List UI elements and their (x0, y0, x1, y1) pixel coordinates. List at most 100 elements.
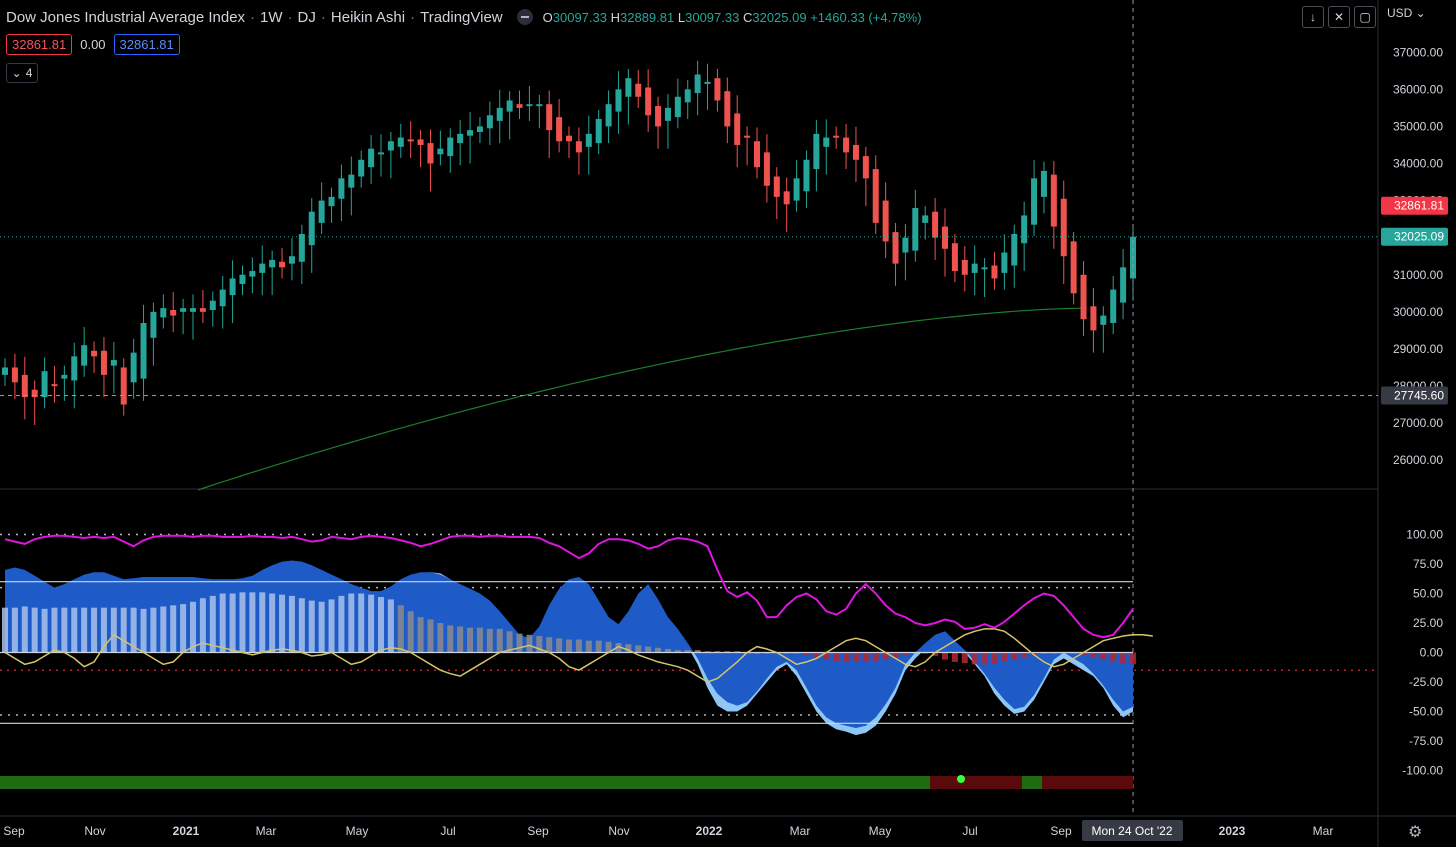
histogram-bar (328, 599, 335, 653)
histogram-bar (51, 607, 58, 653)
candle-body (655, 106, 662, 127)
candle-body (664, 107, 671, 121)
candle-body (467, 130, 474, 136)
gear-icon[interactable]: ⚙ (1408, 824, 1423, 841)
arrow-down-icon[interactable]: ↓ (1302, 6, 1324, 28)
candle-body (259, 263, 266, 273)
histogram-bar (427, 619, 434, 653)
pane-toolbar: ↓ ✕ ▢ (1302, 6, 1376, 28)
chevron-down-icon: ⌄ (11, 66, 22, 80)
x-tick-label: Sep (1050, 824, 1072, 838)
histogram-bar (971, 652, 978, 665)
candle-body (813, 133, 820, 170)
interval-label[interactable]: 1W (260, 8, 283, 26)
candle-body (229, 278, 236, 296)
y-tick-label: 35000.00 (1393, 119, 1443, 133)
candle-body (744, 135, 751, 138)
candle-body (506, 100, 513, 112)
candle-body (942, 226, 948, 249)
open-value: 30097.33 (552, 9, 607, 25)
candle-body (694, 74, 701, 94)
candle-body (961, 259, 968, 275)
candle-body (387, 141, 394, 151)
candle-body (81, 345, 88, 366)
state-bar-red (1042, 776, 1133, 789)
histogram-bar (674, 650, 681, 653)
candle-body (912, 208, 919, 251)
histogram-bar (209, 595, 216, 653)
indicators-toggle[interactable]: ⌄ 4 (6, 63, 38, 83)
sell-price-pill[interactable]: 32861.81 (6, 34, 73, 55)
histogram-bar (1090, 652, 1097, 658)
histogram-bar (249, 592, 256, 653)
histogram-bar (1001, 652, 1008, 662)
histogram-bar (437, 623, 444, 653)
candle-body (852, 144, 859, 160)
candle-body (11, 367, 18, 383)
candle-body (1100, 315, 1107, 325)
candle-body (100, 350, 107, 375)
candle-body (833, 135, 840, 138)
x-tick-label: 2023 (1219, 824, 1246, 838)
chart-style-label: Heikin Ashi (330, 8, 406, 26)
x-tick-label: Mar (1313, 824, 1334, 838)
indicator-count: 4 (25, 66, 33, 80)
histogram-bar (575, 639, 582, 653)
y-tick-label: 27000.00 (1393, 416, 1443, 430)
y-tick-label: 36000.00 (1393, 82, 1443, 96)
histogram-bar (199, 598, 206, 653)
histogram-bar (358, 593, 365, 653)
candle-body (328, 196, 335, 207)
histogram-bar (31, 607, 38, 653)
candle-body (427, 143, 434, 164)
candle-body (1110, 289, 1117, 323)
candle-body (160, 308, 167, 318)
osc-y-tick-label: -25.00 (1409, 675, 1443, 689)
spread-value: 0.00 (80, 37, 106, 52)
candle-body (595, 119, 602, 144)
collapse-icon[interactable]: ✕ (1328, 6, 1350, 28)
histogram-bar (190, 601, 196, 653)
candle-body (358, 159, 365, 177)
histogram-bar (476, 627, 483, 653)
prior-high-price-tag: 32861.81 (1394, 199, 1444, 213)
histogram-bar (100, 607, 107, 653)
candle-body (110, 360, 117, 366)
histogram-bar (130, 607, 137, 653)
histogram-bar (595, 640, 602, 653)
last-price-tag: 32025.09 (1394, 230, 1444, 244)
histogram-bar (872, 652, 879, 661)
state-bar-green (0, 776, 930, 789)
candle-body (41, 371, 48, 398)
histogram-bar (318, 601, 325, 653)
x-tick-label: Sep (3, 824, 25, 838)
minus-icon[interactable] (516, 9, 533, 25)
candle-body (902, 237, 909, 253)
source-label: TradingView (420, 8, 503, 26)
currency-selector[interactable]: USD ⌄ (1387, 6, 1426, 20)
histogram-bar (536, 635, 543, 653)
candle-body (170, 309, 177, 316)
histogram-bar (625, 644, 632, 653)
histogram-bar (516, 633, 523, 653)
histogram-bar (615, 643, 622, 653)
fullscreen-icon[interactable]: ▢ (1354, 6, 1376, 28)
candle-body (625, 78, 632, 97)
x-tick-label: Sep (527, 824, 549, 838)
histogram-bar (239, 592, 246, 653)
histogram-bar (585, 640, 592, 653)
candle-body (219, 289, 226, 307)
histogram-bar (892, 652, 899, 658)
histogram-bar (1021, 652, 1028, 658)
symbol-title[interactable]: Dow Jones Industrial Average Index (6, 8, 246, 26)
histogram-bar (288, 595, 295, 653)
candle-body (556, 117, 563, 142)
x-tick-label: Mar (256, 824, 277, 838)
histogram-bar (140, 608, 147, 653)
buy-price-pill[interactable]: 32861.81 (113, 34, 180, 55)
histogram-bar (655, 647, 662, 653)
candle-body (279, 261, 286, 268)
histogram-bar (506, 631, 513, 653)
candle-body (951, 243, 958, 272)
